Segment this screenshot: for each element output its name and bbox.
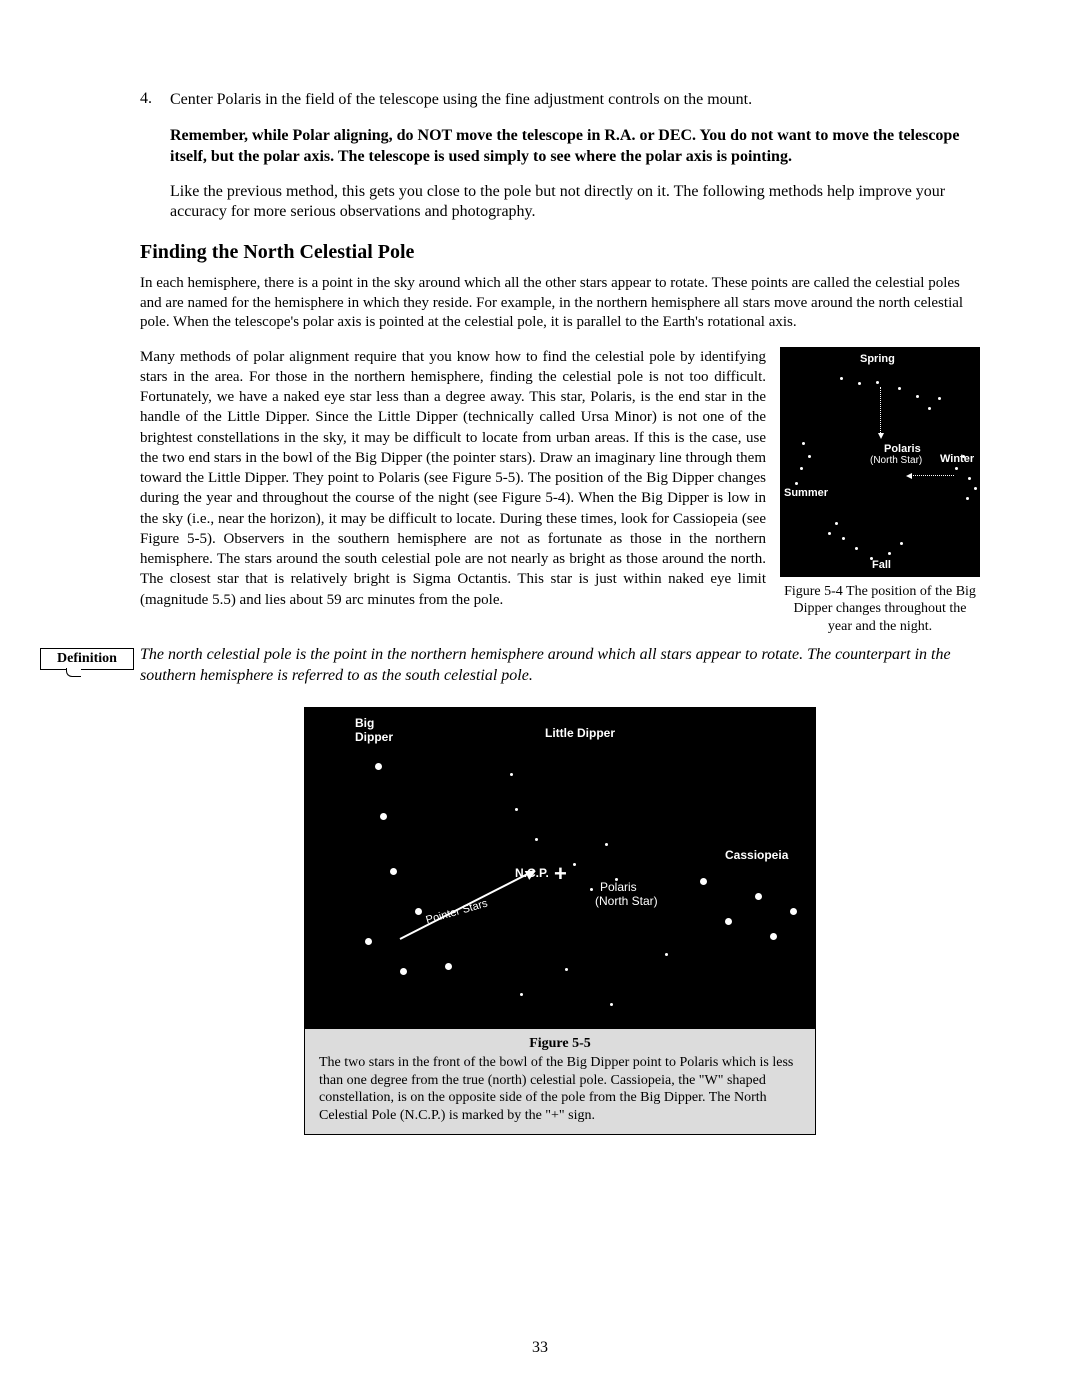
star-dot bbox=[928, 407, 931, 410]
star-dot bbox=[808, 455, 811, 458]
star-dot bbox=[770, 933, 777, 940]
arrow-left-icon bbox=[910, 475, 954, 476]
figure-5-5: Big Dipper Little Dipper Cassiopeia N.C.… bbox=[305, 708, 815, 1028]
list-item-4: 4. Center Polaris in the field of the te… bbox=[140, 90, 980, 110]
label-polaris: Polaris bbox=[600, 880, 637, 894]
definition-callout: Definition bbox=[40, 648, 134, 670]
star-dot bbox=[966, 497, 969, 500]
two-column-block: Many methods of polar alignment require … bbox=[140, 347, 980, 636]
star-dot bbox=[962, 455, 965, 458]
definition-text: The north celestial pole is the point in… bbox=[140, 645, 980, 687]
star-dot bbox=[900, 542, 903, 545]
star-dot bbox=[888, 552, 891, 555]
page-number: 33 bbox=[0, 1339, 1080, 1357]
star-dot bbox=[835, 522, 838, 525]
star-dot bbox=[390, 868, 397, 875]
star-dot bbox=[700, 878, 707, 885]
label-north-star: (North Star) bbox=[595, 894, 658, 908]
star-dot bbox=[445, 963, 452, 970]
intro-paragraph: In each hemisphere, there is a point in … bbox=[140, 274, 980, 333]
label-fall: Fall bbox=[872, 559, 891, 571]
star-dot bbox=[955, 467, 958, 470]
star-dot bbox=[800, 467, 803, 470]
main-paragraph: Many methods of polar alignment require … bbox=[140, 347, 766, 636]
figure-5-4-block: Spring Summer Fall Winter Polaris (North… bbox=[780, 347, 980, 636]
star-dot bbox=[828, 532, 831, 535]
figure-5-5-block: Big Dipper Little Dipper Cassiopeia N.C.… bbox=[304, 707, 816, 1136]
star-dot bbox=[870, 557, 873, 560]
star-dot bbox=[520, 993, 523, 996]
label-winter: Winter bbox=[940, 453, 974, 465]
closing-paragraph: Like the previous method, this gets you … bbox=[170, 182, 980, 224]
star-dot bbox=[615, 878, 618, 881]
label-polaris: Polaris bbox=[884, 443, 921, 455]
star-dot bbox=[510, 773, 513, 776]
star-dot bbox=[974, 487, 977, 490]
star-dot bbox=[840, 377, 843, 380]
star-dot bbox=[535, 838, 538, 841]
label-spring: Spring bbox=[860, 353, 895, 365]
star-dot bbox=[790, 908, 797, 915]
star-dot bbox=[855, 547, 858, 550]
label-cassiopeia: Cassiopeia bbox=[725, 848, 788, 862]
star-dot bbox=[605, 843, 608, 846]
star-dot bbox=[415, 908, 422, 915]
star-dot bbox=[968, 477, 971, 480]
figure-5-5-title: Figure 5-5 bbox=[319, 1035, 801, 1053]
document-page: 4. Center Polaris in the field of the te… bbox=[0, 0, 1080, 1397]
star-dot bbox=[515, 808, 518, 811]
star-dot bbox=[365, 938, 372, 945]
star-dot bbox=[755, 893, 762, 900]
figure-5-5-caption-text: The two stars in the front of the bowl o… bbox=[319, 1054, 801, 1124]
star-dot bbox=[916, 395, 919, 398]
star-dot bbox=[725, 918, 732, 925]
star-dot bbox=[858, 382, 861, 385]
star-dot bbox=[573, 863, 576, 866]
star-dot bbox=[795, 482, 798, 485]
arrow-down-icon bbox=[880, 387, 881, 435]
ncp-cross-icon: + bbox=[554, 868, 567, 879]
label-summer: Summer bbox=[784, 487, 828, 499]
label-little-dipper: Little Dipper bbox=[545, 726, 615, 740]
warning-paragraph: Remember, while Polar aligning, do NOT m… bbox=[170, 126, 980, 168]
figure-5-4-caption: Figure 5-4 The position of the Big Dippe… bbox=[780, 583, 980, 636]
list-number: 4. bbox=[140, 90, 170, 110]
label-north-star: (North Star) bbox=[870, 455, 922, 466]
star-dot bbox=[842, 537, 845, 540]
label-pointer-stars: Pointer Stars bbox=[425, 897, 489, 926]
star-dot bbox=[375, 763, 382, 770]
star-dot bbox=[802, 442, 805, 445]
label-big-dipper-1: Big bbox=[355, 716, 374, 730]
star-dot bbox=[665, 953, 668, 956]
star-dot bbox=[938, 397, 941, 400]
figure-5-4: Spring Summer Fall Winter Polaris (North… bbox=[780, 347, 980, 577]
star-dot bbox=[565, 968, 568, 971]
star-dot bbox=[610, 1003, 613, 1006]
list-text: Center Polaris in the field of the teles… bbox=[170, 90, 980, 110]
star-dot bbox=[898, 387, 901, 390]
star-dot bbox=[380, 813, 387, 820]
star-dot bbox=[590, 888, 593, 891]
figure-5-5-caption: Figure 5-5 The two stars in the front of… bbox=[305, 1028, 815, 1135]
star-dot bbox=[400, 968, 407, 975]
section-heading: Finding the North Celestial Pole bbox=[140, 241, 980, 264]
label-big-dipper-2: Dipper bbox=[355, 730, 393, 744]
star-dot bbox=[876, 381, 879, 384]
